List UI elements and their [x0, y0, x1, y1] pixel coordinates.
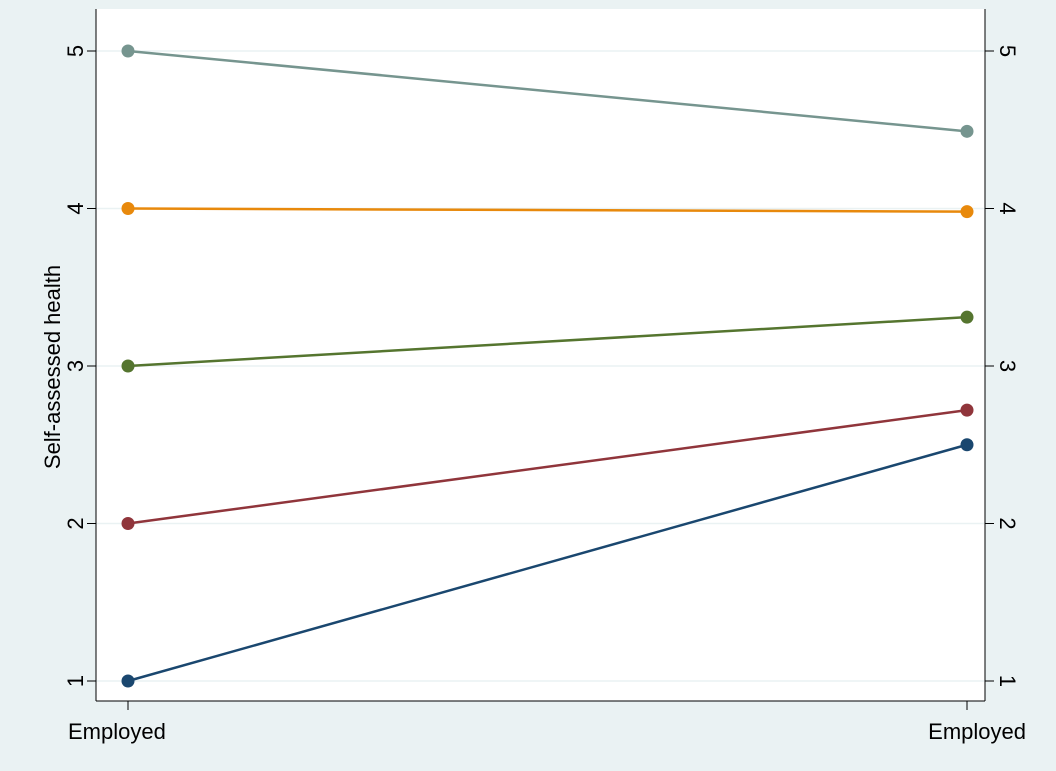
- y-axis-title: Self-assessed health: [40, 265, 65, 469]
- series-2-point-1: [121, 202, 135, 215]
- x-tick-label: Employed: [928, 719, 1026, 744]
- y-tick-label-left: 4: [63, 202, 88, 214]
- y-tick-label-right: 2: [995, 517, 1020, 529]
- y-tick-label-left: 5: [63, 45, 88, 57]
- y-tick-label-right: 4: [995, 202, 1020, 214]
- series-1-point-1: [121, 44, 135, 58]
- series-5-point-1: [121, 674, 135, 688]
- y-tick-label-left: 2: [63, 517, 88, 529]
- series-4-point-2: [960, 403, 974, 417]
- series-3-point-2: [960, 310, 974, 324]
- series-line-2: [127, 207, 968, 213]
- series-4-point-1: [121, 517, 135, 530]
- y-tick-label-right: 5: [995, 45, 1020, 57]
- y-tick-label-right: 3: [995, 360, 1020, 372]
- series-line-5: [127, 443, 968, 683]
- x-tick-label: Employed: [68, 719, 166, 744]
- series-2-point-2: [960, 205, 974, 219]
- series-line-3: [127, 315, 968, 368]
- series-5-point-2: [960, 438, 974, 452]
- series-3-point-1: [121, 359, 135, 373]
- plot-area: [96, 9, 985, 701]
- y-tick-label-left: 1: [63, 675, 88, 687]
- series-1-point-2: [960, 124, 974, 138]
- axes: 1 1 2 2 3 3 4 4 5 5 Employed Employed: [63, 9, 1026, 744]
- series-line-4: [127, 408, 968, 525]
- y-tick-label-left: 3: [63, 360, 88, 372]
- data-series: [121, 44, 974, 688]
- series-line-1: [127, 49, 968, 133]
- y-tick-label-right: 1: [995, 675, 1020, 687]
